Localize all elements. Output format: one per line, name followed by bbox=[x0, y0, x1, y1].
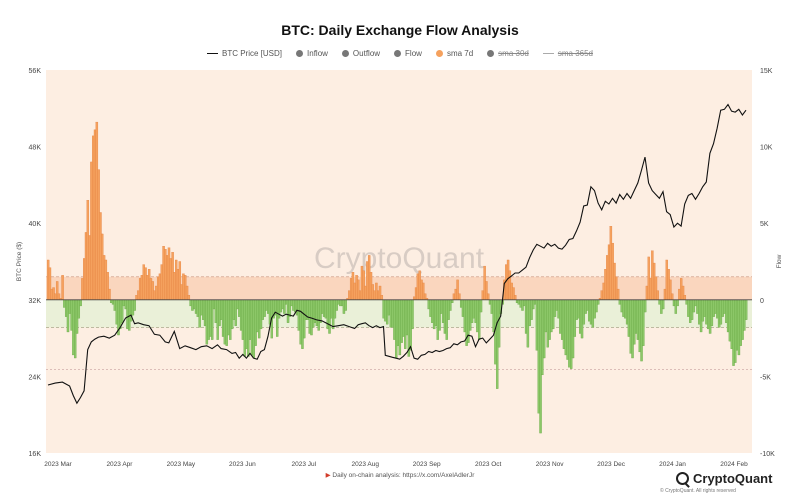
y-right-tick-label: -5K bbox=[760, 374, 771, 381]
flow-bar bbox=[683, 295, 687, 300]
y-right-tick-label: 15K bbox=[760, 68, 773, 75]
legend-label: BTC Price [USD] bbox=[222, 49, 283, 58]
flow-bar bbox=[380, 295, 384, 300]
x-tick-label: 2024 Jan bbox=[659, 461, 686, 468]
btc-price-line bbox=[47, 103, 747, 405]
flow-bar bbox=[344, 299, 347, 311]
y-left-tick-label: 40K bbox=[29, 221, 42, 228]
x-tick-label: 2023 Apr bbox=[106, 461, 133, 468]
footer-note-text: Daily on-chain analysis: https://x.com/A… bbox=[332, 472, 475, 479]
legend-dot-icon bbox=[341, 50, 349, 57]
x-tick-label: 2023 Sep bbox=[413, 461, 441, 468]
flow-bar bbox=[656, 290, 659, 300]
chart-title: BTC: Daily Exchange Flow Analysis bbox=[281, 22, 519, 38]
legend-dot-icon bbox=[435, 50, 443, 57]
y-right-tick-label: -10K bbox=[760, 451, 775, 458]
brand-logo: CryptoQuant bbox=[676, 471, 773, 488]
y-left-tick-label: 24K bbox=[29, 374, 42, 381]
flow-bar bbox=[133, 299, 136, 311]
y-right-tick-label: 0 bbox=[760, 298, 764, 305]
flow-bar bbox=[487, 293, 490, 300]
flow-bar bbox=[597, 299, 600, 305]
legend-dot-icon bbox=[296, 50, 304, 57]
watermark-text: CryptoQuant bbox=[314, 242, 485, 275]
x-tick-label: 2023 Jul bbox=[292, 461, 317, 468]
flow-bar bbox=[670, 293, 674, 300]
brand-text: CryptoQuant bbox=[693, 471, 773, 486]
y-left-tick-label: 48K bbox=[29, 145, 42, 152]
x-tick-label: 2023 Nov bbox=[536, 461, 565, 468]
legend-label: sma 365d bbox=[557, 49, 593, 58]
flow-bar bbox=[411, 299, 414, 330]
y-right-tick-label: 5K bbox=[760, 221, 769, 228]
x-tick-label: 2023 Jun bbox=[229, 461, 256, 468]
copyright: © CryptoQuant. All rights reserved bbox=[660, 488, 736, 494]
legend-item[interactable]: BTC Price [USD] bbox=[207, 49, 282, 58]
y-right-tick-label: 10K bbox=[760, 145, 773, 152]
x-tick-label: 2023 Aug bbox=[352, 461, 380, 468]
flow-bar bbox=[450, 299, 454, 304]
flow-bar bbox=[744, 299, 748, 320]
legend-dot-icon bbox=[394, 50, 402, 57]
legend-line-icon bbox=[542, 53, 554, 54]
legend-item[interactable]: Inflow bbox=[296, 49, 328, 58]
play-icon: ▶ bbox=[325, 472, 331, 479]
flow-bar bbox=[676, 299, 679, 307]
legend-item[interactable]: Flow bbox=[394, 49, 422, 58]
flow-bar bbox=[643, 299, 647, 313]
footer-note: ▶ Daily on-chain analysis: https://x.com… bbox=[0, 471, 800, 479]
legend-dot-icon bbox=[487, 50, 495, 57]
y-right-axis-label: Flow bbox=[776, 254, 783, 268]
x-tick-label: 2023 Oct bbox=[475, 461, 502, 468]
legend-item[interactable]: sma 30d bbox=[487, 49, 529, 58]
flow-bar bbox=[108, 288, 111, 300]
legend-label: sma 7d bbox=[446, 49, 474, 58]
chart-legend: BTC Price [USD] Inflow Outflow Flow sma 7d sm… bbox=[0, 49, 800, 58]
cryptoquant-logo-icon bbox=[676, 472, 690, 488]
legend-item[interactable]: sma 7d bbox=[435, 49, 474, 58]
y-left-axis-label: BTC Price ($) bbox=[16, 242, 23, 281]
x-tick-label: 2023 May bbox=[167, 461, 196, 468]
legend-label: Inflow bbox=[307, 49, 328, 58]
flow-bar bbox=[616, 288, 620, 300]
x-tick-label: 2023 Dec bbox=[597, 461, 626, 468]
flow-bar bbox=[79, 299, 82, 307]
flow-bar bbox=[458, 293, 461, 300]
flow-bar bbox=[661, 299, 665, 310]
legend-line-icon bbox=[207, 53, 218, 54]
legend-label: sma 30d bbox=[498, 49, 529, 58]
flow-bar bbox=[61, 275, 64, 300]
legend-label: Outflow bbox=[352, 49, 381, 58]
y-left-tick-label: 56K bbox=[29, 68, 42, 75]
flow-bar bbox=[187, 295, 191, 300]
legend-item[interactable]: sma 365d bbox=[542, 49, 593, 58]
x-tick-label: 2023 Mar bbox=[44, 461, 72, 468]
legend-label: Flow bbox=[405, 49, 422, 58]
x-tick-label: 2024 Feb bbox=[720, 461, 748, 468]
legend-item[interactable]: Outflow bbox=[341, 49, 381, 58]
flow-bar bbox=[479, 299, 483, 313]
y-left-tick-label: 32K bbox=[29, 298, 42, 305]
positive-band bbox=[46, 276, 752, 300]
flow-bar bbox=[514, 295, 517, 300]
y-left-tick-label: 16K bbox=[29, 451, 42, 458]
